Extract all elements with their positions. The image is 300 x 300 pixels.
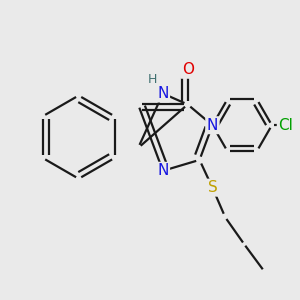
Text: N: N <box>157 86 169 101</box>
Text: N: N <box>157 163 169 178</box>
Text: H: H <box>147 73 157 86</box>
Text: O: O <box>182 62 194 77</box>
Text: Cl: Cl <box>278 118 293 133</box>
Text: N: N <box>207 118 218 133</box>
Text: S: S <box>208 180 217 195</box>
